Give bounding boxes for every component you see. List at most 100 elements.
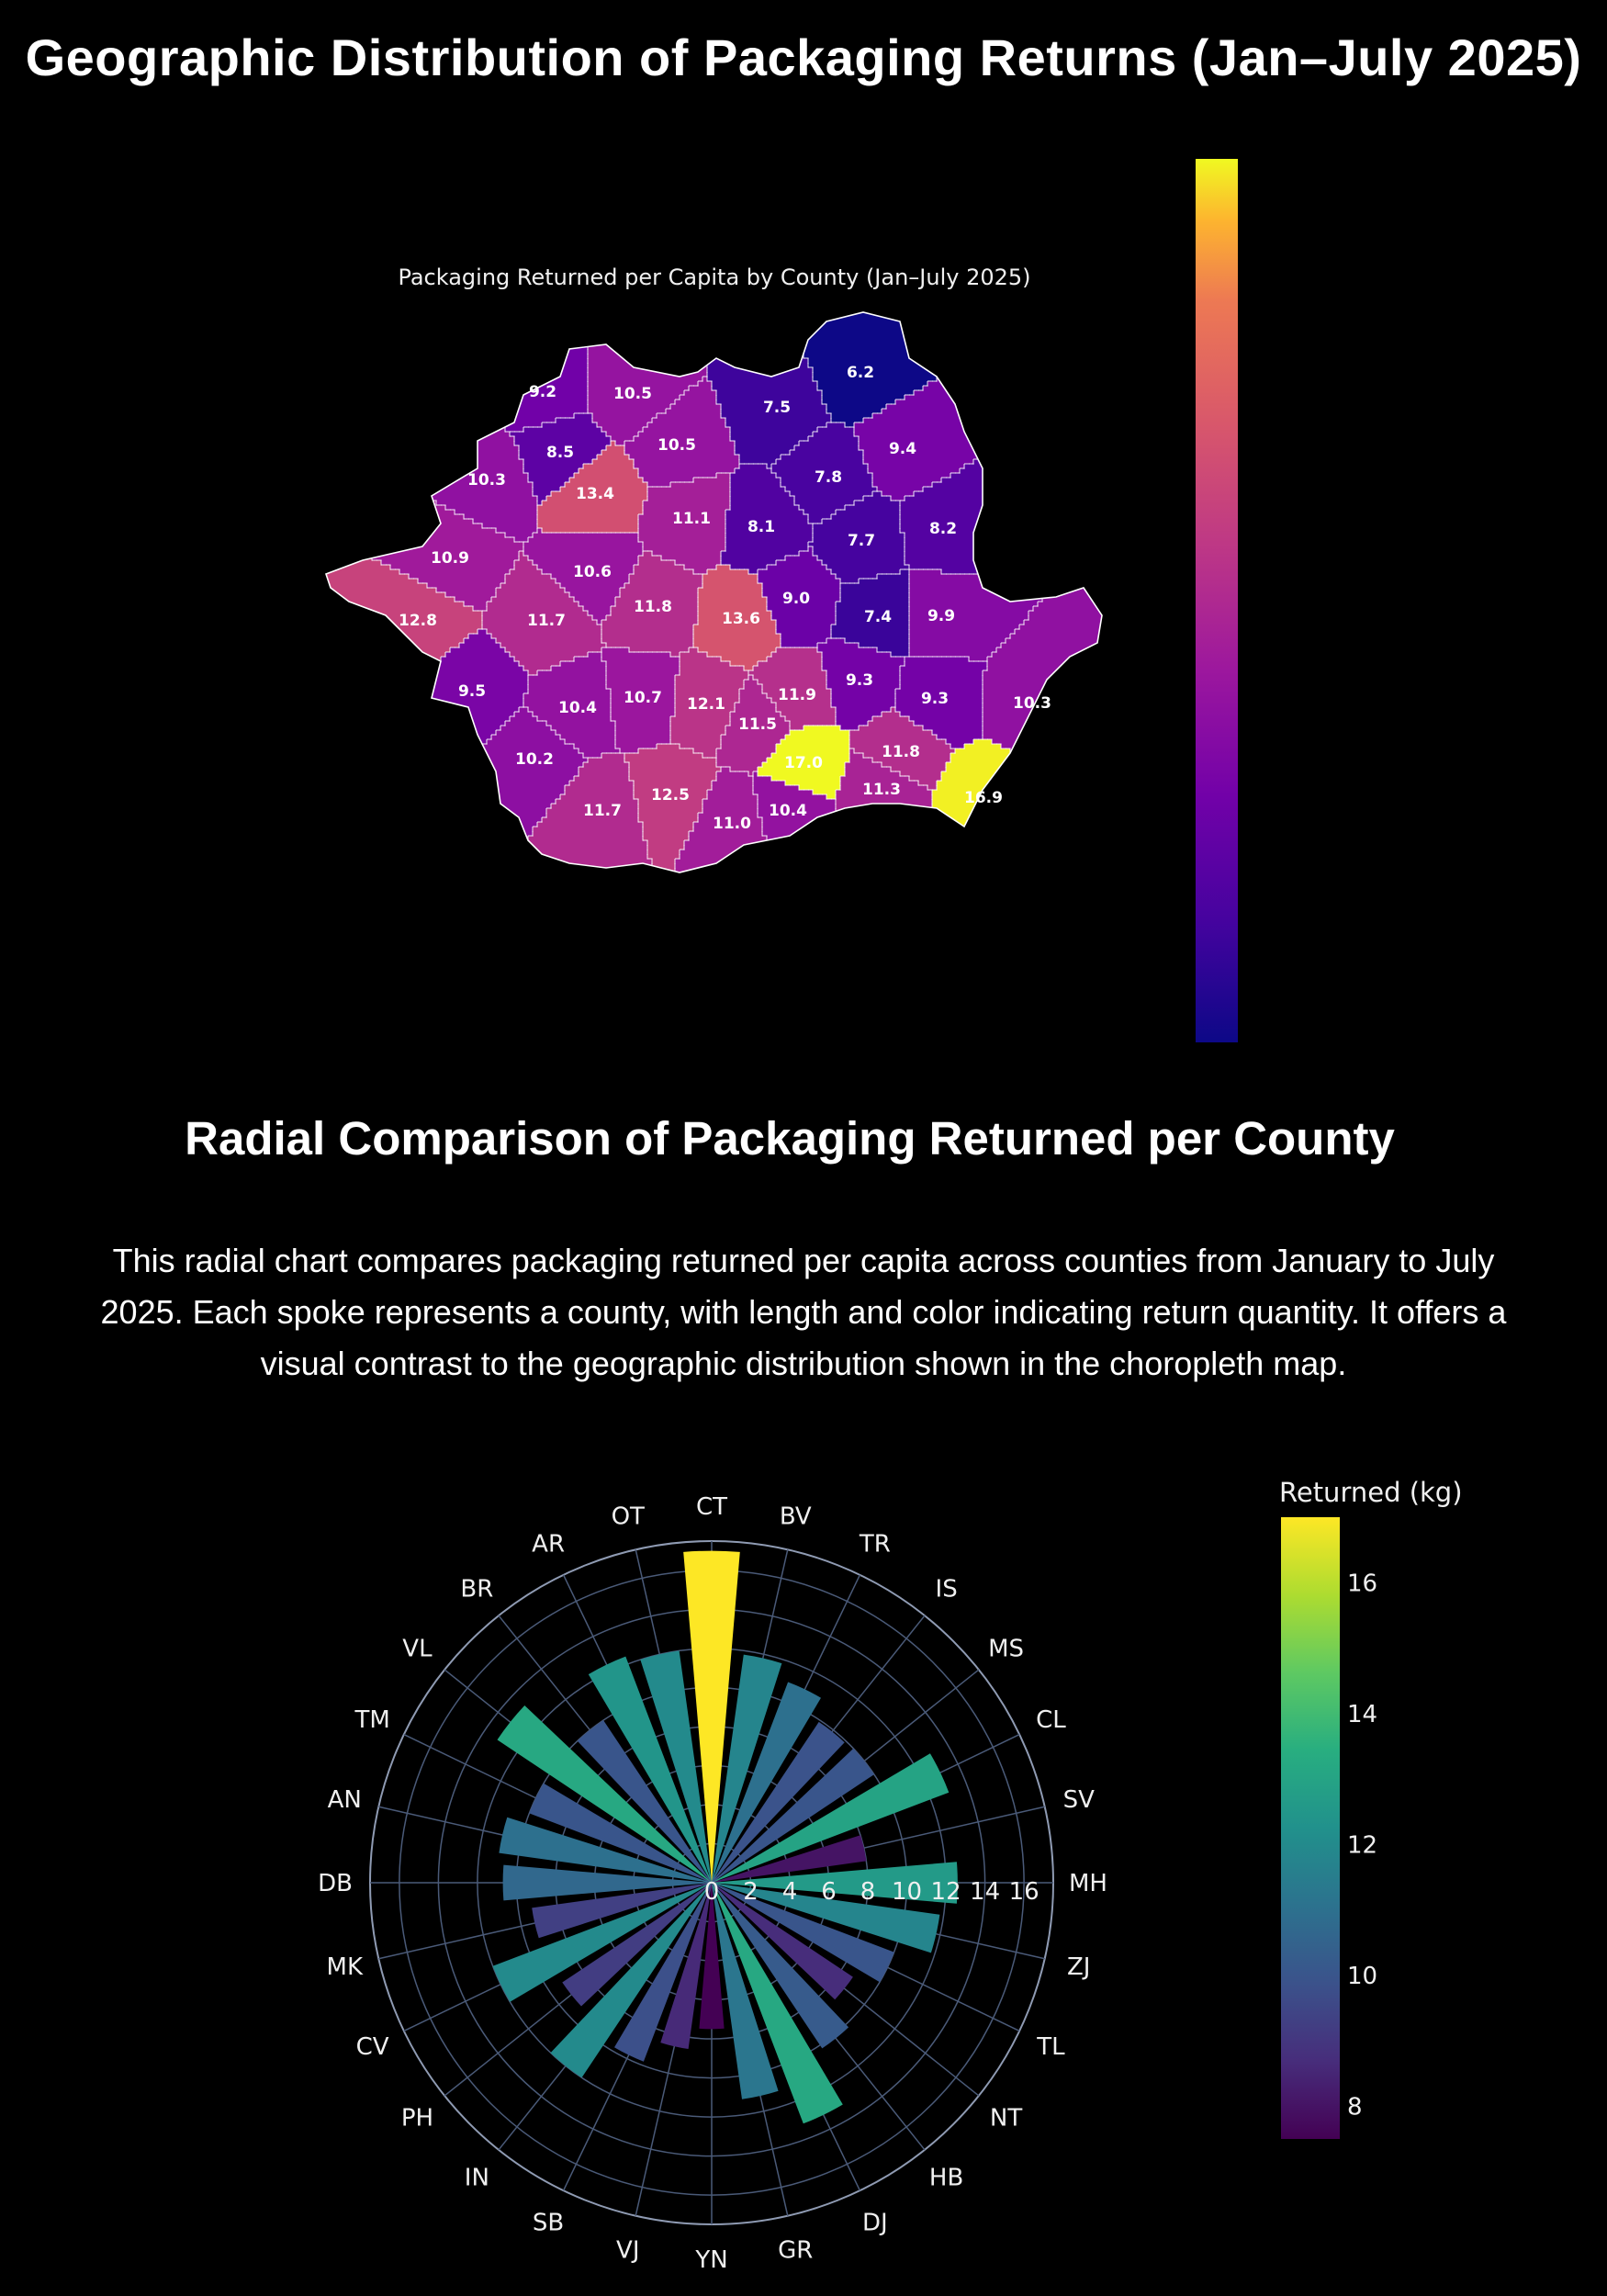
radial-bar — [712, 1753, 950, 1883]
radial-bar — [660, 1883, 712, 2049]
angular-label: BV — [780, 1503, 812, 1530]
angular-label: SV — [1063, 1786, 1096, 1814]
map-county-label: 10.7 — [624, 689, 662, 707]
colorbar-title: Returned (kg) — [1279, 1477, 1463, 1508]
map-county-label: 10.3 — [467, 471, 506, 490]
radial-bar — [562, 1883, 712, 2007]
angular-label: MS — [988, 1635, 1024, 1662]
angular-label: PH — [401, 2105, 433, 2133]
angular-label: VJ — [616, 2237, 639, 2265]
map-county-label: 9.2 — [529, 383, 556, 401]
map-county-label: 11.7 — [527, 612, 566, 630]
radial-bar — [577, 1720, 712, 1883]
angular-label: NT — [990, 2105, 1022, 2133]
radial-bar — [712, 1682, 821, 1883]
angular-label: GR — [778, 2237, 813, 2265]
map-county-label: 8.1 — [747, 518, 775, 536]
map-county-label: 8.2 — [929, 520, 957, 538]
colorbar-tick-label: 14 — [1347, 1701, 1377, 1728]
map-county-label: 17.0 — [784, 754, 823, 772]
angular-label: DB — [318, 1870, 353, 1897]
radial-tick-label: 8 — [860, 1878, 876, 1906]
map-county-label: 10.5 — [613, 385, 652, 403]
map-county-label: 8.5 — [546, 444, 574, 462]
colorbar-tick-label: 8 — [1347, 2093, 1363, 2121]
map-county-label: 6.2 — [847, 364, 874, 382]
angular-label: CL — [1036, 1706, 1066, 1734]
map-county-label: 10.4 — [769, 802, 807, 820]
map-county-label: 9.5 — [458, 682, 486, 701]
map-county-label: 11.1 — [672, 510, 711, 528]
radial-bar — [712, 1883, 849, 2049]
radial-bar — [712, 1862, 958, 1904]
map-county-label: 7.5 — [763, 399, 791, 417]
radial-bar — [712, 1883, 940, 1953]
radial-bar — [712, 1654, 782, 1883]
radial-bar — [529, 1783, 712, 1883]
map-county-label: 11.9 — [778, 686, 816, 704]
map-county-label: 11.0 — [713, 815, 751, 833]
angular-label: IN — [465, 2165, 489, 2192]
page-title: Geographic Distribution of Packaging Ret… — [0, 28, 1607, 87]
map-county-label: 10.4 — [558, 699, 597, 717]
angular-label: TM — [354, 1706, 389, 1734]
map-county-label: 12.8 — [399, 612, 437, 630]
radial-tick-label: 2 — [743, 1878, 759, 1906]
colorbar-tick-label: 12 — [1347, 1831, 1377, 1859]
angular-label: CT — [696, 1493, 727, 1521]
radial-bar — [640, 1650, 712, 1883]
radial-bar — [532, 1883, 712, 1939]
map-county-label: 12.1 — [687, 695, 725, 714]
map-county-label: 13.4 — [576, 485, 614, 503]
radial-bar — [699, 1883, 725, 2030]
radial-bar — [683, 1550, 740, 1883]
angular-label: IS — [936, 1575, 958, 1603]
angular-label: CV — [356, 2033, 389, 2061]
radial-bar — [712, 1883, 843, 2124]
radial-bar — [712, 1721, 845, 1883]
radial-bar — [712, 1883, 853, 2000]
radial-bar — [712, 1883, 894, 1983]
map-county-label: 10.5 — [657, 436, 696, 455]
radial-bar — [497, 1705, 712, 1883]
angular-label: ZJ — [1067, 1953, 1090, 1981]
colorbar-tick-label: 10 — [1347, 1963, 1377, 1990]
angular-label: TL — [1036, 2033, 1065, 2061]
radial-bar — [550, 1883, 712, 2078]
map-county-label: 10.3 — [1013, 694, 1051, 713]
map-county-label: 9.3 — [921, 690, 949, 708]
map-county-label: 11.7 — [583, 802, 622, 820]
radial-tick-label: 14 — [970, 1878, 1000, 1906]
radial-bar — [712, 1835, 867, 1883]
map-title: Packaging Returned per Capita by County … — [398, 264, 1030, 290]
radial-chart: 0 2 4 6 8 10 12 14 16 CT BVTRISMSCLSVMHZJTLNTHBDJ… — [318, 1477, 1463, 2274]
angular-label: VL — [402, 1635, 433, 1662]
radial-tick-label: 6 — [821, 1878, 837, 1906]
angular-label: AN — [328, 1786, 362, 1814]
map-county-label: 9.3 — [846, 671, 873, 690]
radial-bar — [588, 1656, 712, 1883]
map-county-label: 11.8 — [882, 743, 920, 761]
angular-label: BR — [460, 1575, 493, 1603]
radial-colorbar — [1281, 1517, 1340, 2139]
map-county-label: 9.4 — [889, 440, 916, 458]
map-county-label: 11.5 — [738, 715, 777, 734]
map-county-label: 9.9 — [927, 607, 955, 625]
colorbar-tick-label: 16 — [1347, 1570, 1377, 1597]
map-county-label: 11.8 — [634, 598, 672, 616]
map-county-label: 7.4 — [864, 608, 892, 626]
romania-outline — [324, 311, 1103, 873]
section-description: This radial chart compares packaging ret… — [83, 1235, 1524, 1390]
map-county-label: 10.6 — [573, 563, 612, 581]
map-county-label: 12.5 — [651, 786, 690, 805]
radial-tick-label: 10 — [892, 1878, 922, 1906]
radial-bar — [614, 1883, 712, 2062]
map-county-label: 7.8 — [815, 468, 842, 487]
angular-label: MK — [327, 1953, 364, 1981]
radial-bar — [712, 1883, 779, 2099]
map-colorbar — [1196, 159, 1238, 1042]
angular-label: HB — [929, 2165, 963, 2192]
map-county-label: 11.3 — [862, 781, 901, 799]
choropleth-map: Packaging Returned per Capita by County … — [324, 159, 1238, 1042]
angular-label: MH — [1069, 1870, 1107, 1897]
